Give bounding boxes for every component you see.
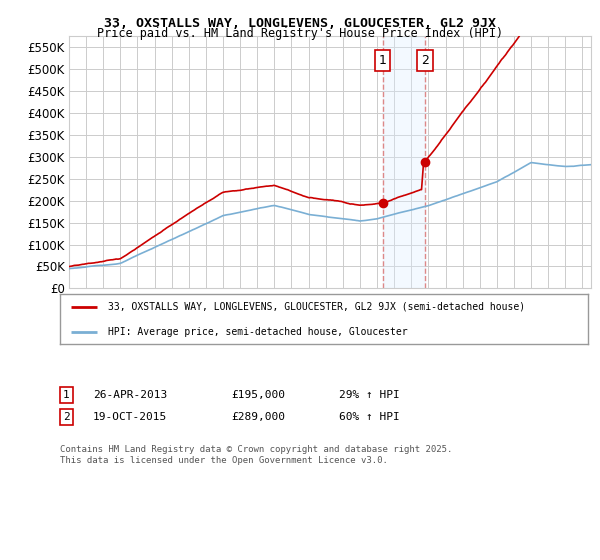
Text: 19-OCT-2015: 19-OCT-2015 xyxy=(93,412,167,422)
Text: Price paid vs. HM Land Registry's House Price Index (HPI): Price paid vs. HM Land Registry's House … xyxy=(97,27,503,40)
Text: £195,000: £195,000 xyxy=(231,390,285,400)
Text: 2: 2 xyxy=(63,412,70,422)
Text: 29% ↑ HPI: 29% ↑ HPI xyxy=(339,390,400,400)
Text: 33, OXSTALLS WAY, LONGLEVENS, GLOUCESTER, GL2 9JX: 33, OXSTALLS WAY, LONGLEVENS, GLOUCESTER… xyxy=(104,17,496,30)
Text: 1: 1 xyxy=(63,390,70,400)
Bar xyxy=(383,36,425,288)
Text: Contains HM Land Registry data © Crown copyright and database right 2025.
This d: Contains HM Land Registry data © Crown c… xyxy=(60,445,452,465)
Text: 60% ↑ HPI: 60% ↑ HPI xyxy=(339,412,400,422)
Text: 33, OXSTALLS WAY, LONGLEVENS, GLOUCESTER, GL2 9JX (semi-detached house): 33, OXSTALLS WAY, LONGLEVENS, GLOUCESTER… xyxy=(107,302,524,311)
Text: 26-APR-2013: 26-APR-2013 xyxy=(93,390,167,400)
Text: HPI: Average price, semi-detached house, Gloucester: HPI: Average price, semi-detached house,… xyxy=(107,327,407,337)
Text: 2: 2 xyxy=(421,54,429,67)
Text: £289,000: £289,000 xyxy=(231,412,285,422)
Text: 1: 1 xyxy=(379,54,386,67)
